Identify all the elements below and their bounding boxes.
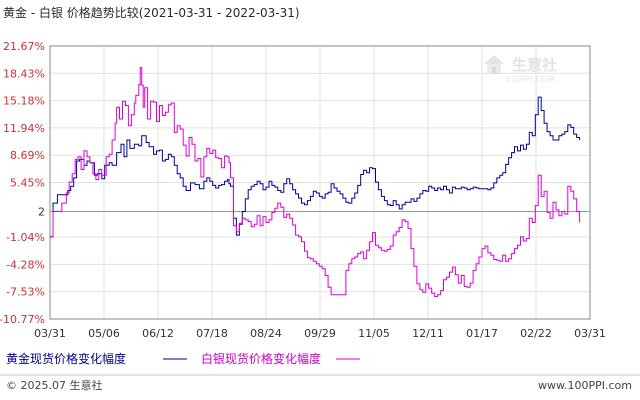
watermark: 生意社 100PPI.COM bbox=[484, 55, 557, 84]
x-tick-label: 07/18 bbox=[196, 327, 228, 340]
watermark-logo-icon bbox=[484, 55, 504, 74]
y-tick-label: 15.18% bbox=[3, 95, 45, 108]
y-tick-label: 18.43% bbox=[3, 67, 45, 80]
y-tick-label: -4.28% bbox=[6, 258, 45, 271]
x-tick-label: 01/17 bbox=[466, 327, 498, 340]
legend-label-silver: 白银现货价格变化幅度 bbox=[201, 351, 321, 366]
y-tick-label: 21.67% bbox=[3, 40, 45, 53]
y-tick-label: 8.69% bbox=[10, 149, 45, 162]
watermark-site: 100PPI.COM bbox=[506, 75, 555, 84]
y-tick-label: -7.53% bbox=[6, 286, 45, 299]
y-tick-label: 2 bbox=[38, 206, 45, 219]
x-tick-label: 03/31 bbox=[574, 327, 606, 340]
x-tick-label: 08/24 bbox=[250, 327, 282, 340]
y-tick-label: 11.94% bbox=[3, 122, 45, 135]
x-tick-label: 09/29 bbox=[304, 327, 336, 340]
x-tick-label: 02/22 bbox=[520, 327, 552, 340]
legend-label-gold: 黄金现货价格变化幅度 bbox=[6, 351, 126, 366]
y-axis-ticks: 21.67% 18.43% 15.18% 11.94% 8.69% 5.45% 2 -1.04… bbox=[0, 40, 45, 326]
x-tick-label: 05/06 bbox=[88, 327, 120, 340]
chart-title: 黄金 - 白银 价格趋势比较(2021-03-31 - 2022-03-31) bbox=[3, 5, 300, 20]
watermark-brand: 生意社 bbox=[512, 56, 557, 74]
x-tick-label: 11/05 bbox=[358, 327, 390, 340]
y-tick-label: 5.45% bbox=[10, 177, 45, 190]
y-tick-label: -10.77% bbox=[0, 313, 45, 326]
x-axis-ticks: 03/31 05/06 06/12 07/18 08/24 09/29 11/05 12/11… bbox=[34, 327, 606, 340]
plot-frame bbox=[49, 45, 591, 320]
footer-copyright: © 2025.07 生意社 bbox=[6, 378, 102, 392]
grid bbox=[50, 45, 590, 320]
x-tick-label: 06/12 bbox=[142, 327, 174, 340]
series-line-gold bbox=[50, 96, 581, 238]
x-tick-label: 12/11 bbox=[412, 327, 444, 340]
footer-url: www.100PPI.com bbox=[538, 379, 632, 392]
series-lines bbox=[50, 67, 581, 297]
x-tick-label: 03/31 bbox=[34, 327, 66, 340]
legend: 黄金现货价格变化幅度 白银现货价格变化幅度 bbox=[6, 351, 360, 366]
series-line-silver bbox=[50, 67, 581, 297]
y-tick-label: -1.04% bbox=[6, 231, 45, 244]
